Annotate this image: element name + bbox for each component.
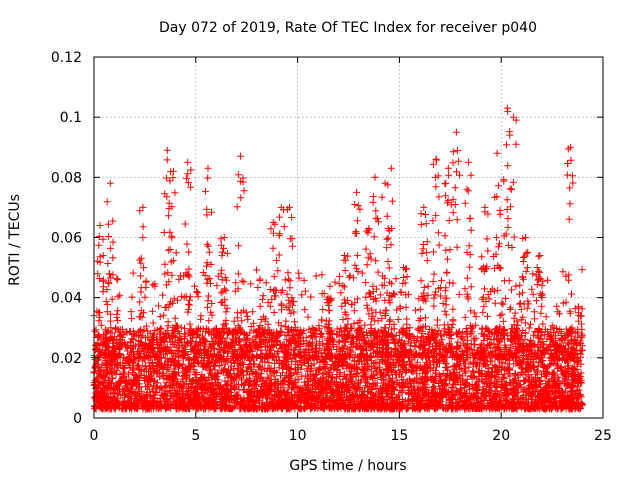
y-tick-label: 0.1	[60, 110, 82, 126]
roti-peak-point	[417, 203, 431, 360]
x-tick-label: 15	[390, 428, 408, 444]
roti-peak-point	[429, 155, 443, 353]
roti-peak-point	[490, 149, 504, 331]
roti-peak-point	[274, 203, 289, 361]
y-tick-label: 0	[73, 411, 82, 427]
x-tick-labels: 0 5 10 15 20 25	[90, 428, 612, 444]
x-tick-label: 20	[492, 428, 510, 444]
roti-peak-point	[500, 104, 515, 349]
roti-peak-point	[321, 294, 335, 361]
roti-peak-point	[266, 219, 281, 358]
x-tick-label: 10	[289, 428, 307, 444]
y-axis-label: ROTI / TECUs	[7, 194, 23, 286]
y-tick-label: 0.12	[51, 50, 82, 66]
roti-peak-point	[571, 303, 586, 358]
roti-peak-point	[233, 152, 248, 359]
x-tick-label: 5	[191, 428, 200, 444]
roti-peak-point	[282, 203, 297, 359]
roti-peak-point	[378, 179, 392, 337]
roti-peak-point	[135, 203, 150, 362]
roti-peak-point	[181, 158, 195, 328]
chart-title: Day 072 of 2019, Rate Of TEC Index for r…	[159, 20, 537, 36]
y-tick-label: 0.02	[51, 351, 82, 367]
data-points	[90, 104, 586, 413]
roti-peak-point	[217, 234, 231, 355]
roti-peak-point	[103, 179, 118, 345]
roti-peak-point	[449, 128, 464, 361]
roti-peak-point	[93, 222, 107, 350]
roti-peak-point	[397, 264, 411, 360]
x-tick-label: 0	[90, 428, 99, 444]
roti-peak-point	[166, 167, 180, 358]
y-tick-label: 0.06	[51, 231, 82, 247]
roti-peak-point	[533, 252, 547, 362]
axis-ticks	[93, 56, 604, 419]
roti-peak-point	[518, 234, 533, 360]
roti-peak-point	[478, 203, 492, 354]
roti-peak-point	[547, 324, 562, 361]
y-tick-labels: 0 0.02 0.04 0.06 0.08 0.1 0.12	[51, 50, 82, 427]
roti-peak-point	[202, 164, 215, 360]
roti-peak-point	[384, 164, 399, 340]
roti-peak-point	[461, 158, 475, 357]
roti-peak-point	[350, 188, 364, 359]
roti-peak-point	[563, 143, 577, 362]
roti-peak-point	[160, 146, 174, 354]
x-axis-label: GPS time / hours	[289, 458, 406, 474]
y-tick-label: 0.08	[51, 170, 82, 186]
roti-peak-point	[367, 173, 382, 351]
roti-peak-point	[337, 252, 352, 362]
y-tick-label: 0.04	[51, 291, 82, 307]
x-tick-label: 25	[594, 428, 612, 444]
roti-peak-point	[506, 113, 520, 360]
